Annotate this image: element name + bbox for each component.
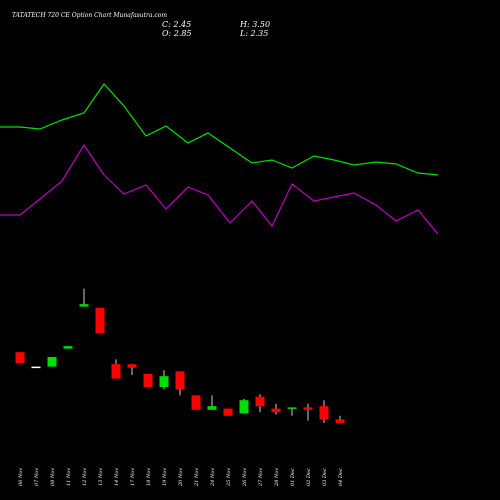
x-tick-label: 25 Nov [226,468,232,487]
candle-19-nov [159,370,169,390]
x-tick-label: 12 Nov [82,468,88,486]
candle-body [143,373,153,387]
high-readout: H: 3.50 [239,20,270,29]
candle-body [239,400,249,414]
candle-body [175,371,185,390]
candlesticks [15,288,345,423]
candle-11-nov [63,346,73,349]
candle-body [287,407,297,409]
x-tick-label: 19 Nov [162,468,168,486]
candle-02-dec [303,403,313,421]
candle-13-nov [95,307,105,333]
candle-body [255,396,265,407]
candle-06-nov [15,352,25,363]
x-tick-label: 01 Dec [290,468,296,486]
candle-body [111,364,121,379]
candle-08-nov [47,357,57,367]
candle-14-nov [111,359,121,379]
x-tick-label: 06 Nov [18,468,24,486]
x-tick-label: 07 Nov [34,468,40,486]
candle-body [79,304,89,307]
candle-18-nov [143,373,153,387]
candle-21-nov [191,395,201,410]
candle-body [95,307,105,333]
candle-body [47,357,57,367]
candle-01-dec [287,407,297,416]
x-tick-label: 28 Nov [274,468,280,487]
candle-body [223,408,233,416]
candle-body [335,419,345,423]
x-tick-label: 27 Nov [258,468,264,487]
candle-body [159,376,169,387]
candle-17-nov [127,364,137,375]
candle-body [191,395,201,410]
indicator-lines [0,83,439,235]
close-readout: C: 2.45 [162,20,191,29]
x-tick-label: 13 Nov [98,468,104,486]
candle-28-nov [271,403,281,415]
x-tick-label: 14 Nov [114,468,120,486]
x-tick-label: 03 Dec [322,468,328,486]
x-tick-label: 04 Dec [338,468,344,486]
x-tick-label: 17 Nov [130,468,136,486]
candle-body [271,408,281,413]
candle-20-nov [175,371,185,396]
candle-12-nov [79,288,89,307]
candle-24-nov [207,395,217,410]
x-tick-label: 02 Dec [306,468,312,486]
candle-body [63,346,73,349]
x-tick-label: 11 Nov [66,468,72,486]
chart-title: TATATECH 720 CE Option Chart Munafasutra… [12,12,167,19]
candle-body [31,366,41,369]
candle-25-nov [223,408,233,416]
candle-03-dec [319,400,329,423]
candle-body [319,406,329,420]
indicator-line-1 [0,83,439,176]
candle-body [127,364,137,368]
x-axis-tick-labels: 06 Nov 07 Nov 08 Nov 11 Nov 12 Nov 13 Nov 14 N… [18,468,344,487]
open-readout: O: 2.85 [162,29,192,38]
x-tick-label: 21 Nov [194,468,200,487]
low-readout: L: 2.35 [239,29,268,38]
x-tick-label: 18 Nov [146,468,152,486]
candle-body [303,407,313,410]
candle-body [207,406,217,410]
x-tick-label: 24 Nov [210,468,216,487]
candle-07-nov [31,366,41,369]
candle-27-nov [255,394,265,413]
x-tick-label: 08 Nov [50,468,56,486]
candle-body [15,352,25,363]
candle-04-dec [335,415,345,423]
candle-26-nov [239,399,249,414]
indicator-line-2 [0,143,439,235]
x-tick-label: 26 Nov [242,468,248,487]
x-tick-label: 20 Nov [178,468,184,487]
